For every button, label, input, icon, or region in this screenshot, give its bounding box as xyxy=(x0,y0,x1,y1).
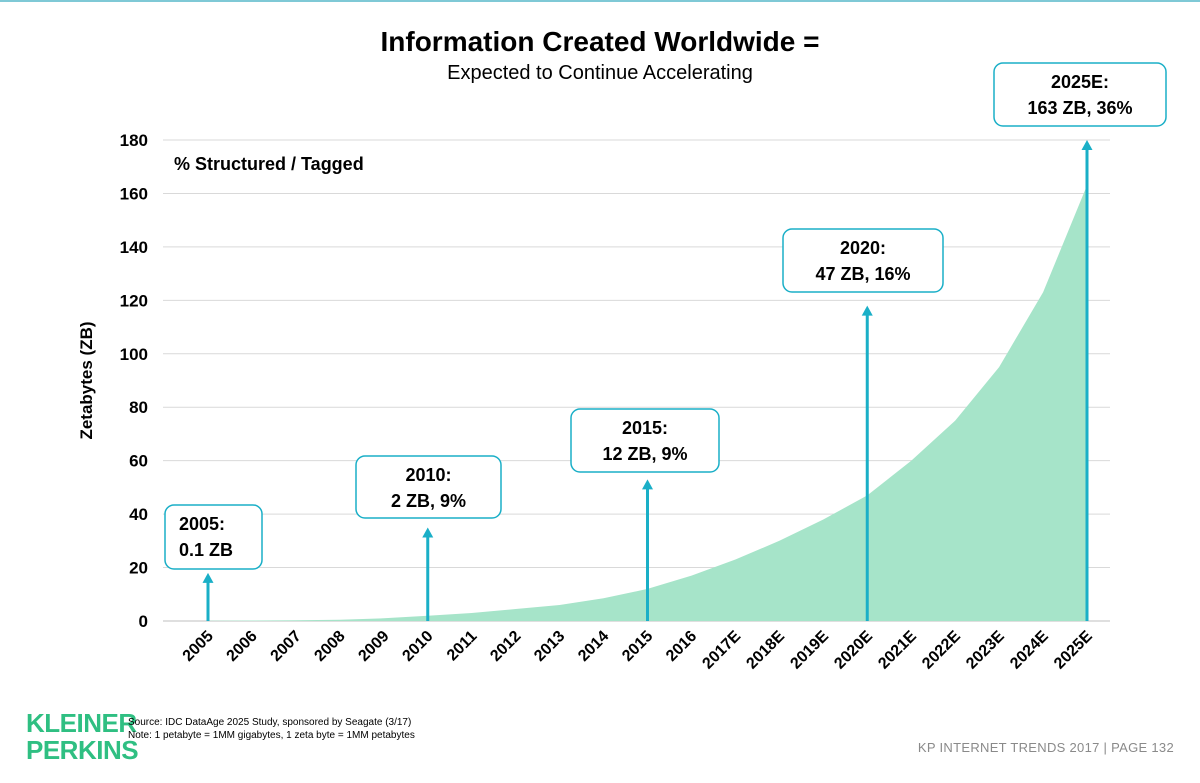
x-tick-label: 2021E xyxy=(875,628,920,673)
kleiner-perkins-logo: KLEINER PERKINS xyxy=(26,708,139,765)
y-tick-label: 140 xyxy=(120,238,148,257)
top-rule xyxy=(0,0,1200,2)
y-tick-label: 0 xyxy=(139,612,148,631)
chart-subtitle: Expected to Continue Accelerating xyxy=(447,62,753,84)
callout-value: 47 ZB, 16% xyxy=(815,264,910,284)
source-text: Source: IDC DataAge 2025 Study, sponsore… xyxy=(128,717,412,728)
x-tick-label: 2017E xyxy=(699,628,744,673)
callout-title: 2010: xyxy=(405,465,451,485)
area-chart: 0 20 40 60 80 100 120 140 160 180 2005 2006 2007 2008… xyxy=(77,62,1167,673)
y-tick-label: 80 xyxy=(129,398,148,417)
arrow-head xyxy=(1081,140,1093,150)
chart-title: Information Created Worldwide = xyxy=(380,26,820,57)
y-tick-label: 160 xyxy=(120,184,148,203)
x-tick-label: 2013 xyxy=(531,628,568,665)
y-tick-label: 60 xyxy=(129,452,148,471)
x-tick-label: 2024E xyxy=(1007,628,1052,673)
x-tick-label: 2025E xyxy=(1051,628,1096,673)
logo-line-1: KLEINER xyxy=(26,708,137,738)
arrow-head xyxy=(422,527,434,538)
callout-box xyxy=(164,504,263,570)
x-tick-label: 2011 xyxy=(444,628,481,665)
x-tick-label: 2020E xyxy=(831,628,876,673)
x-tick-label: 2009 xyxy=(355,628,392,665)
y-tick-label: 100 xyxy=(120,345,148,364)
source-note: Source: IDC DataAge 2025 Study, sponsore… xyxy=(128,716,415,742)
callout-box xyxy=(355,455,502,519)
logo-line-2: PERKINS xyxy=(26,735,139,765)
callout-value: 0.1 ZB xyxy=(179,540,233,560)
x-tick-label: 2023E xyxy=(963,628,1008,673)
callout-value: 2 ZB, 9% xyxy=(391,491,466,511)
x-tick-label: 2008 xyxy=(311,628,348,665)
x-tick-label: 2010 xyxy=(399,628,436,665)
x-tick-label: 2016 xyxy=(663,628,700,665)
page-footer: KP INTERNET TRENDS 2017 | PAGE 132 xyxy=(917,740,1174,755)
x-tick-label: 2019E xyxy=(787,628,832,673)
callout-box xyxy=(993,62,1167,127)
note-text: Note: 1 petabyte = 1MM gigabytes, 1 zeta… xyxy=(128,730,415,741)
y-tick-label: 180 xyxy=(120,131,148,150)
callout-box xyxy=(782,228,944,293)
arrow-head xyxy=(861,305,873,316)
x-tick-label: 2012 xyxy=(487,628,524,665)
callout-value: 163 ZB, 36% xyxy=(1027,98,1132,118)
x-tick-label: 2006 xyxy=(224,628,261,665)
y-axis-label: Zetabytes (ZB) xyxy=(77,321,96,439)
x-tick-label: 2014 xyxy=(575,628,612,665)
x-tick-label: 2015 xyxy=(619,628,656,665)
callout-box xyxy=(570,408,720,473)
y-tick-label: 40 xyxy=(129,505,148,524)
callout-title: 2020: xyxy=(840,238,886,258)
arrow-head xyxy=(202,572,214,583)
callout-title: 2005: xyxy=(179,514,225,534)
x-tick-label: 2007 xyxy=(268,628,305,665)
y-tick-label: 20 xyxy=(129,559,148,578)
structured-tagged-label: % Structured / Tagged xyxy=(174,154,364,174)
x-tick-label: 2005 xyxy=(180,628,217,665)
callout-title: 2015: xyxy=(622,418,668,438)
callout-title: 2025E: xyxy=(1051,72,1109,92)
arrow-head xyxy=(642,479,653,490)
x-tick-label: 2022E xyxy=(919,628,964,673)
callout-value: 12 ZB, 9% xyxy=(602,444,687,464)
x-tick-label: 2018E xyxy=(743,628,788,673)
y-tick-label: 120 xyxy=(120,291,148,310)
